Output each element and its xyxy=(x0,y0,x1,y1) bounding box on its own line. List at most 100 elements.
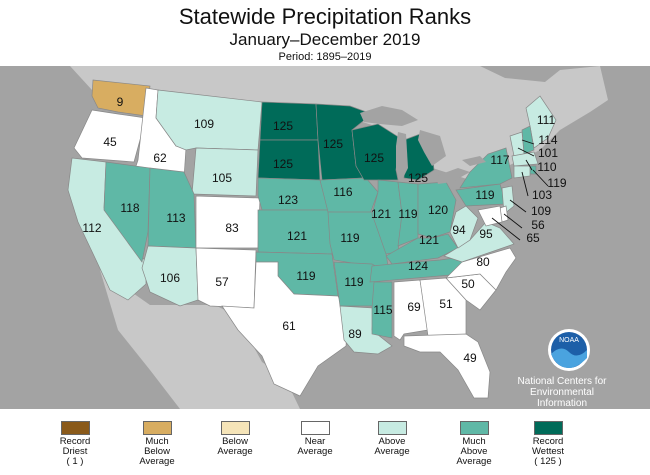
mexico-land xyxy=(100,270,300,409)
credit-line-1: National Centers for xyxy=(517,376,607,387)
rank-label-co: 83 xyxy=(225,221,239,235)
rank-label-ut: 113 xyxy=(166,211,185,225)
state-wi xyxy=(351,123,401,181)
rank-label-ct: 103 xyxy=(532,188,552,202)
great-lakes xyxy=(360,106,486,184)
legend-item-much-below: Much Below Average xyxy=(122,421,192,467)
state-ia xyxy=(319,177,379,215)
rank-label-va: 95 xyxy=(479,227,493,241)
credit-block: National Centers for Environmental Infor… xyxy=(506,376,618,420)
rank-label-pa: 119 xyxy=(475,188,494,202)
rank-label-sd: 125 xyxy=(273,157,293,171)
legend-swatch xyxy=(459,421,489,435)
legend-label-line: Wettest xyxy=(531,446,565,457)
rank-label-nv: 118 xyxy=(120,201,139,215)
rank-label-tx: 61 xyxy=(282,319,296,333)
leader-line-ri xyxy=(532,169,549,187)
map-title: Statewide Precipitation Ranks xyxy=(178,4,472,29)
legend-label: Near Average xyxy=(280,437,350,457)
legend-label-line: Average xyxy=(374,446,410,457)
state-ny xyxy=(459,147,513,189)
leader-line-de xyxy=(503,213,523,229)
rank-label-ok: 119 xyxy=(296,269,315,283)
rank-label-ny: 117 xyxy=(490,153,509,167)
state-nv xyxy=(103,161,151,263)
rank-label-il: 121 xyxy=(371,207,391,221)
legend-label: Much Below Average xyxy=(122,437,192,467)
legend-item-record-wettest: Record Wettest( 125 ) xyxy=(513,421,583,467)
legend-label: Record Driest( 1 ) xyxy=(40,437,110,467)
noaa-logo: NOAA xyxy=(548,329,590,371)
leader-line-vt xyxy=(517,147,535,157)
rank-label-ms: 115 xyxy=(373,303,392,317)
legend-label: Above Average xyxy=(357,437,427,457)
state-or xyxy=(73,109,147,163)
state-ma xyxy=(511,151,539,167)
leader-line-nh xyxy=(521,139,535,145)
legend-swatch xyxy=(533,421,563,435)
legend-item-much-above: Much Above Average xyxy=(439,421,509,467)
legend-label-line: Below xyxy=(144,446,170,457)
legend-label-line: ( 1 ) xyxy=(66,456,84,467)
legend-label-line: Above xyxy=(460,446,488,457)
state-ms xyxy=(371,281,393,339)
rank-label-mo: 119 xyxy=(340,231,359,245)
legend: Record Driest( 1 ) Much Below Average Below Av… xyxy=(0,409,650,475)
legend-label: Much Above Average xyxy=(439,437,509,467)
rank-label-ri: 119 xyxy=(547,176,566,190)
leader-line-ct xyxy=(521,171,529,197)
credit-line-2: Environmental xyxy=(530,387,594,398)
legend-item-below: Below Average xyxy=(200,421,270,457)
state-ut xyxy=(147,167,197,249)
canada-land xyxy=(70,66,608,180)
state-labels: 9451126211810910511310683571251251231211… xyxy=(82,95,566,365)
rank-label-fl: 49 xyxy=(463,351,477,365)
legend-label-line: Much xyxy=(145,436,169,447)
rank-label-oh: 120 xyxy=(428,203,448,217)
rank-label-ma: 110 xyxy=(537,160,556,174)
state-nc xyxy=(445,247,517,291)
legend-label-line: Average xyxy=(139,456,175,467)
rank-label-ky: 121 xyxy=(419,233,439,247)
state-ky xyxy=(385,233,459,265)
rank-label-wv: 94 xyxy=(452,223,466,237)
rank-label-la: 89 xyxy=(348,327,362,341)
rank-label-wa: 9 xyxy=(117,95,124,109)
leader-line-ma xyxy=(525,159,533,171)
legend-label-line: Average xyxy=(217,446,253,457)
rank-label-nd: 125 xyxy=(273,119,293,133)
legend-label-line: Above xyxy=(378,436,406,447)
rank-label-az: 106 xyxy=(160,271,180,285)
legend-swatch xyxy=(60,421,90,435)
leader-line-nj xyxy=(509,199,527,213)
rank-label-sc: 50 xyxy=(461,277,475,291)
legend-label-line: ( 125 ) xyxy=(534,456,562,467)
rank-label-md: 65 xyxy=(526,231,540,245)
state-tx xyxy=(221,261,349,397)
period-of-record: Period: 1895–2019 xyxy=(278,51,372,63)
rank-label-ia: 116 xyxy=(333,185,352,199)
legend-label-line: Below xyxy=(222,436,248,447)
legend-label-line: Record xyxy=(532,436,564,447)
state-in xyxy=(397,181,419,247)
lake-erie xyxy=(436,168,470,184)
rank-label-ca: 112 xyxy=(82,221,101,235)
rank-label-or: 45 xyxy=(103,135,117,149)
legend-label: Record Wettest( 125 ) xyxy=(513,437,583,467)
states-layer xyxy=(67,79,557,399)
rank-label-ar: 119 xyxy=(344,275,363,289)
credit-line-3: Information xyxy=(536,398,588,409)
state-wy xyxy=(191,147,259,197)
lake-ontario xyxy=(462,156,486,166)
legend-item-record-driest: Record Driest( 1 ) xyxy=(40,421,110,467)
rank-label-ga: 51 xyxy=(439,297,453,311)
legend-item-near: Near Average xyxy=(280,421,350,457)
rank-label-me: 111 xyxy=(537,113,556,127)
legend-label-line: Much xyxy=(462,436,486,447)
lake-huron xyxy=(418,130,446,166)
state-wv xyxy=(449,205,479,249)
legend-label: Below Average xyxy=(200,437,270,457)
rank-label-mi: 125 xyxy=(408,171,428,185)
rank-label-al: 69 xyxy=(407,300,421,314)
leader-lines xyxy=(491,139,549,241)
